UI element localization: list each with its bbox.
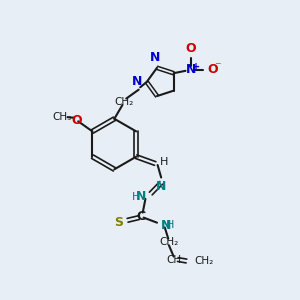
Text: S: S <box>114 216 123 229</box>
Text: H: H <box>132 191 141 202</box>
Text: N: N <box>186 63 196 76</box>
Text: N: N <box>160 218 171 232</box>
Text: H: H <box>166 220 174 230</box>
Text: N: N <box>136 190 146 203</box>
Text: C: C <box>137 210 146 223</box>
Text: N: N <box>132 75 142 88</box>
Text: H: H <box>159 157 168 167</box>
Text: O: O <box>207 63 217 76</box>
Text: CH₂: CH₂ <box>159 237 178 247</box>
Text: O: O <box>185 42 196 55</box>
Text: ⁻: ⁻ <box>214 60 221 73</box>
Text: N: N <box>149 51 160 64</box>
Text: CH₃: CH₃ <box>52 112 72 122</box>
Text: CH₂: CH₂ <box>114 97 134 106</box>
Text: CH: CH <box>167 254 182 265</box>
Text: +: + <box>192 62 200 72</box>
Text: O: O <box>72 114 82 127</box>
Text: N: N <box>156 181 166 194</box>
Text: CH₂: CH₂ <box>195 256 214 266</box>
